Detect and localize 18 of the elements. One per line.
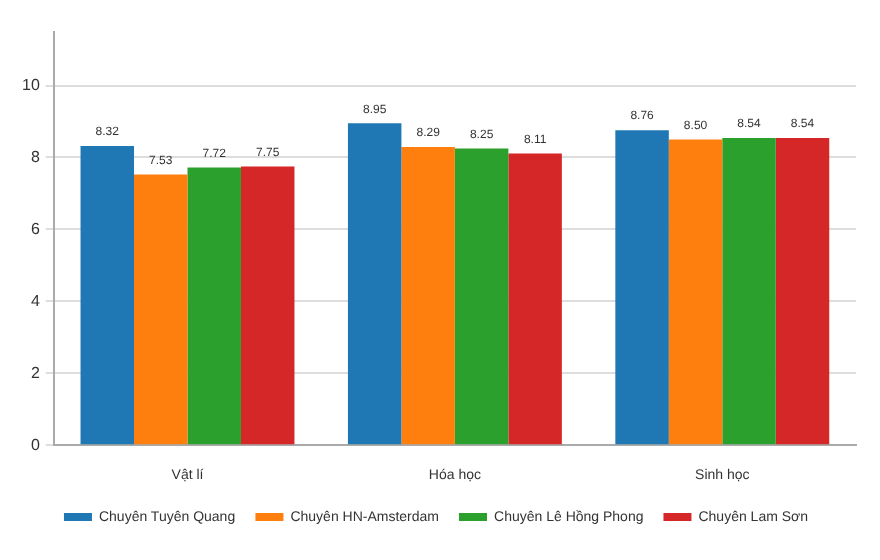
y-tick-label: 0: [30, 435, 41, 454]
bar: [134, 174, 188, 445]
bar: [347, 123, 402, 445]
bar: [187, 167, 241, 445]
y-tick-label: 4: [30, 291, 41, 310]
bar: [454, 148, 509, 445]
bar: [615, 130, 669, 445]
bar: [401, 147, 455, 445]
bar: [240, 166, 295, 445]
bar: [775, 138, 830, 445]
bar: [722, 138, 776, 445]
bar: [508, 153, 562, 445]
y-tick-label: 2: [30, 363, 41, 382]
y-tick-label: 10: [21, 75, 41, 94]
bar: [80, 145, 135, 445]
y-tick-label: 8: [30, 147, 41, 166]
bar: [668, 139, 723, 445]
y-tick-label: 6: [30, 219, 41, 238]
